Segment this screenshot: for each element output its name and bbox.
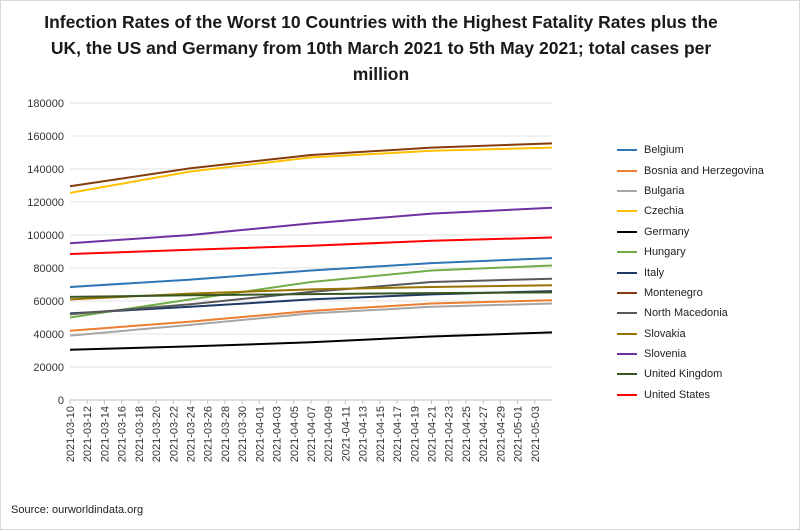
- x-tick-label: 2021-03-12: [82, 406, 94, 462]
- y-tick-label: 100000: [27, 230, 64, 242]
- legend-swatch: [617, 149, 637, 152]
- legend-item: Montenegro: [617, 283, 797, 303]
- y-tick-label: 60000: [33, 296, 64, 308]
- legend-swatch: [617, 393, 637, 396]
- x-tick-label: 2021-03-30: [237, 406, 249, 462]
- y-tick-label: 120000: [27, 197, 64, 209]
- legend-item: Slovakia: [617, 324, 797, 344]
- legend-swatch: [617, 271, 637, 274]
- legend-label: Hungary: [644, 246, 686, 259]
- series-line: [69, 257, 553, 288]
- y-tick-label: 160000: [27, 131, 64, 143]
- series-line: [69, 206, 553, 245]
- legend-swatch: [617, 210, 637, 213]
- x-tick-label: 2021-04-11: [340, 406, 352, 461]
- series-line: [69, 236, 553, 255]
- series-line: [69, 264, 553, 319]
- legend-label: Belgium: [644, 144, 684, 157]
- x-tick-label: 2021-03-28: [220, 406, 232, 462]
- x-tick-label: 2021-05-03: [530, 406, 542, 462]
- chart-title: Infection Rates of the Worst 10 Countrie…: [44, 12, 718, 84]
- legend-item: United Kingdom: [617, 364, 797, 384]
- y-tick-label: 20000: [33, 362, 64, 374]
- x-tick-label: 2021-04-01: [254, 406, 266, 462]
- y-tick-label: 80000: [33, 263, 64, 275]
- x-tick-label: 2021-04-27: [478, 406, 490, 462]
- y-tick-label: 140000: [27, 164, 64, 176]
- x-tick-label: 2021-03-26: [203, 406, 215, 462]
- x-tick-label: 2021-03-18: [134, 406, 146, 462]
- series-line: [69, 302, 553, 337]
- x-tick-label: 2021-03-10: [65, 406, 77, 462]
- legend-label: Slovenia: [644, 348, 687, 361]
- x-tick-label: 2021-03-20: [151, 406, 163, 462]
- legend-label: Italy: [644, 266, 665, 279]
- legend-swatch: [617, 291, 637, 294]
- legend-label: Montenegro: [644, 286, 703, 299]
- chart-legend: Belgium Bosnia and Herzegovina Bulgaria Cze…: [617, 140, 797, 405]
- series-line: [69, 277, 553, 316]
- x-tick-label: 2021-04-25: [461, 406, 473, 462]
- series-line: [69, 291, 553, 298]
- legend-label: Bulgaria: [644, 184, 685, 197]
- legend-item: Hungary: [617, 242, 797, 262]
- x-tick-label: 2021-03-14: [99, 406, 111, 462]
- x-tick-label: 2021-04-21: [427, 406, 439, 462]
- legend-item: Belgium: [617, 140, 797, 160]
- legend-item: Czechia: [617, 201, 797, 221]
- x-tick-label: 2021-03-24: [186, 406, 198, 462]
- series-line: [69, 299, 553, 332]
- legend-swatch: [617, 169, 637, 172]
- series-line: [69, 142, 553, 188]
- legend-item: Italy: [617, 262, 797, 282]
- legend-swatch: [617, 230, 637, 233]
- legend-swatch: [617, 312, 637, 315]
- legend-swatch: [617, 373, 637, 376]
- x-tick-label: 2021-04-09: [323, 406, 335, 462]
- x-tick-label: 2021-04-13: [358, 406, 370, 462]
- y-tick-label: 40000: [33, 329, 64, 341]
- source-note: Source: ourworldindata.org: [11, 504, 144, 516]
- x-tick-label: 2021-03-16: [117, 406, 129, 462]
- series-line: [69, 331, 553, 351]
- legend-swatch: [617, 251, 637, 254]
- legend-item: Bulgaria: [617, 181, 797, 201]
- legend-label: United States: [644, 388, 711, 401]
- x-tick-label: 2021-04-29: [495, 406, 507, 462]
- x-tick-label: 2021-04-17: [392, 406, 404, 462]
- x-tick-label: 2021-04-07: [306, 406, 318, 462]
- series-line: [69, 146, 553, 194]
- legend-swatch: [617, 353, 637, 356]
- y-tick-label: 0: [58, 395, 64, 407]
- x-tick-label: 2021-05-01: [513, 406, 525, 462]
- legend-label: Slovakia: [644, 327, 686, 340]
- x-tick-label: 2021-04-19: [409, 406, 421, 462]
- x-tick-label: 2021-04-05: [289, 406, 301, 462]
- legend-item: Slovenia: [617, 344, 797, 364]
- legend-item: North Macedonia: [617, 303, 797, 323]
- legend-label: United Kingdom: [644, 368, 723, 381]
- legend-item: United States: [617, 385, 797, 405]
- legend-item: Bosnia and Herzegovina: [617, 160, 797, 180]
- x-tick-label: 2021-03-22: [168, 406, 180, 462]
- y-tick-label: 180000: [27, 98, 64, 110]
- legend-label: North Macedonia: [644, 307, 728, 320]
- legend-item: Germany: [617, 222, 797, 242]
- legend-swatch: [617, 332, 637, 335]
- legend-label: Bosnia and Herzegovina: [644, 164, 764, 177]
- x-tick-label: 2021-04-15: [375, 406, 387, 462]
- legend-label: Germany: [644, 225, 690, 238]
- legend-label: Czechia: [644, 205, 684, 218]
- x-tick-label: 2021-04-23: [444, 406, 456, 462]
- legend-swatch: [617, 189, 637, 192]
- x-tick-label: 2021-04-03: [272, 406, 284, 462]
